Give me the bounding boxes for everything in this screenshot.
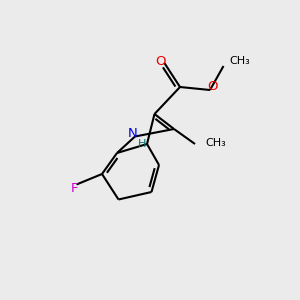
Text: H: H — [138, 139, 147, 149]
Text: CH₃: CH₃ — [230, 56, 250, 66]
Text: F: F — [71, 182, 79, 196]
Text: N: N — [128, 127, 137, 140]
Text: O: O — [207, 80, 217, 94]
Text: O: O — [156, 55, 166, 68]
Text: CH₃: CH₃ — [206, 137, 226, 148]
